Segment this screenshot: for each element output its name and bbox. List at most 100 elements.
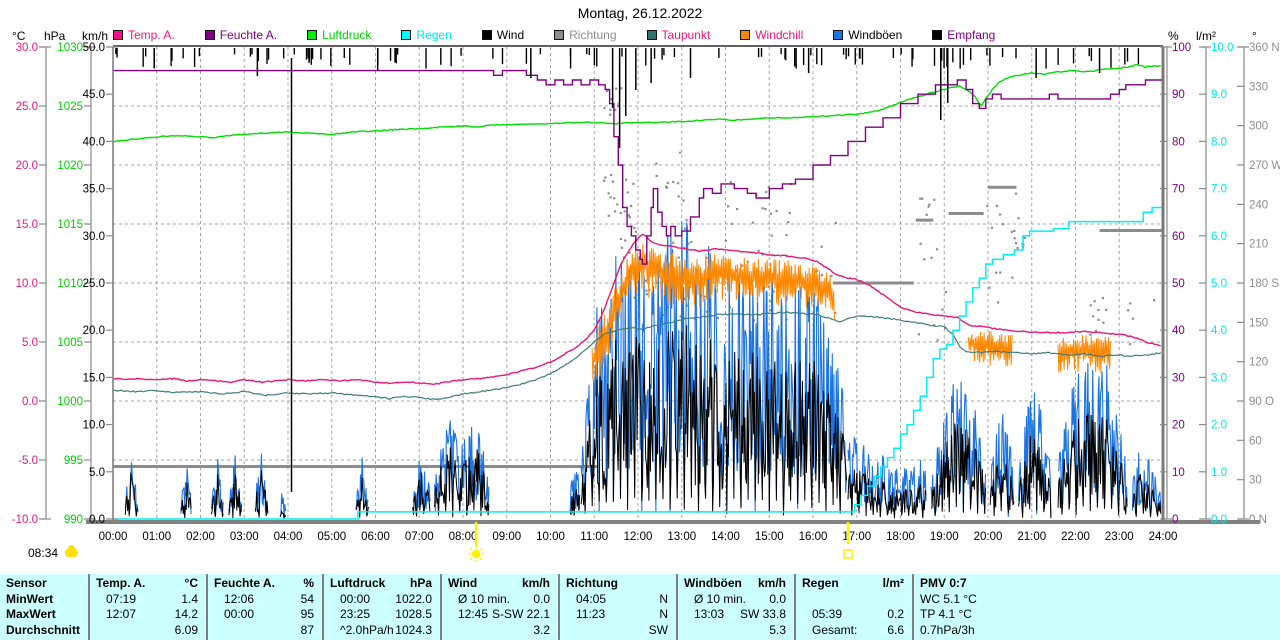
table-row: 6.09 — [90, 623, 206, 639]
legend-item-empfang: Empfang — [932, 28, 995, 42]
tick-label: 1010 — [57, 278, 83, 290]
tick-label: 240 — [1249, 199, 1268, 211]
legend-label: Windchill — [755, 28, 804, 42]
direction-dot — [935, 248, 939, 251]
row-label: MinWert — [6, 591, 54, 606]
direction-dot — [995, 271, 998, 274]
tick-label: 150 — [1249, 317, 1268, 329]
direction-dot — [772, 290, 775, 293]
series-windboen — [279, 493, 287, 518]
direction-dot — [677, 256, 680, 259]
legend-item-taupunkt: Taupunkt — [646, 28, 710, 42]
table-row: Gesamt: 6.6 — [796, 623, 912, 639]
direction-dot — [1011, 276, 1014, 279]
direction-dot — [632, 182, 635, 185]
direction-dot — [1097, 308, 1100, 312]
direction-dot — [1105, 308, 1108, 312]
row-label: Sensor — [6, 576, 47, 590]
table-row: 3.2 — [442, 623, 558, 639]
direction-dot — [775, 210, 778, 213]
table-row: SW — [560, 623, 676, 639]
time-label: 00:00 — [99, 531, 128, 543]
time-label: 05:00 — [317, 531, 346, 543]
avg-value: 1024.3 — [395, 622, 432, 637]
direction-dot — [665, 185, 668, 188]
table-row: Windböen km/h — [678, 576, 794, 592]
column-unit: km/h — [521, 576, 550, 590]
direction-dot — [614, 210, 617, 213]
table-row: Luftdruck hPa — [324, 576, 440, 592]
direction-dot — [690, 241, 693, 244]
sensor-column: Sensor MinWert MaxWert Durchschnitt — [0, 574, 88, 640]
direction-dot — [644, 279, 647, 282]
direction-dot — [617, 102, 620, 105]
axis-header-pct: % — [1168, 29, 1179, 43]
legend-label: Temp. A. — [128, 28, 175, 42]
table-row: 12:07 14.2 — [90, 607, 206, 623]
direction-dot — [921, 197, 924, 200]
legend-label: Windböen — [848, 28, 903, 42]
series-wind — [1057, 413, 1128, 516]
table-row: 05:39 0.2 — [796, 607, 912, 623]
stats-table: Sensor MinWert MaxWert Durchschnitt Temp. A.… — [0, 574, 1280, 640]
max-time: TP 4.1 °C — [920, 607, 972, 621]
tick-label: 180 S — [1249, 278, 1279, 290]
table-row: 07:19 1.4 — [90, 592, 206, 608]
column-feuchte-a: Feuchte A.% 12:06 54 00:00 95 87 — [206, 574, 322, 640]
direction-dot — [816, 269, 819, 272]
direction-dot — [603, 106, 606, 110]
direction-dot — [626, 191, 629, 194]
max-time: 05:39 — [812, 607, 843, 621]
richtung-swatch-icon — [554, 30, 565, 40]
min-value: 0.0 — [533, 591, 550, 606]
time-label: 02:00 — [186, 531, 215, 543]
tick-label: 30 — [1172, 372, 1185, 384]
avg-value: 3.2 — [533, 622, 550, 637]
avg-label: ^2.0hPa/h — [340, 622, 394, 637]
avg-value: 5.3 — [769, 622, 786, 637]
direction-dot — [679, 315, 682, 318]
column-windb-en: Windböen km/h Ø 10 min. 0.0 13:03 SW 33.8 5.3 — [676, 574, 794, 640]
direction-dot — [706, 310, 709, 313]
legend-item-feuchte-a: Feuchte A. — [204, 28, 277, 42]
direction-dot — [769, 309, 772, 312]
direction-dot — [727, 205, 730, 208]
direction-dot — [986, 205, 989, 208]
sun-ray — [470, 547, 473, 551]
column-header: Regen — [802, 576, 839, 590]
tick-label: 0 — [1172, 514, 1178, 526]
direction-dot — [923, 258, 926, 261]
windb-en-swatch-icon — [833, 30, 844, 40]
series-feuchte — [113, 69, 1163, 265]
max-time: 11:23 — [576, 607, 606, 621]
series-temp — [112, 233, 1161, 386]
direction-dot — [1127, 309, 1130, 312]
tick-label: 60 — [1172, 231, 1185, 243]
time-label: 08:00 — [449, 531, 478, 543]
direction-dot — [1094, 329, 1097, 333]
direction-dot — [1013, 229, 1016, 232]
direction-dot — [683, 297, 686, 300]
series-wind — [434, 447, 490, 518]
tick-label: 10.0 — [83, 420, 105, 432]
table-row: Feuchte A.% — [208, 576, 322, 592]
direction-dot — [1089, 333, 1092, 336]
tick-label: 1020 — [57, 160, 83, 172]
table-row: PMV 0:7 — [914, 576, 1280, 592]
column-header: Feuchte A. — [214, 576, 275, 590]
direction-dot — [735, 269, 738, 272]
sunrise-weather-icon — [65, 545, 79, 557]
tick-label: 5.0 — [1211, 278, 1227, 290]
sun-ray — [470, 557, 473, 561]
direction-dot — [611, 180, 614, 183]
tick-label: 10 — [1172, 467, 1185, 479]
direction-dot — [999, 213, 1002, 216]
tick-label: 50 — [1172, 278, 1185, 290]
direction-dot — [925, 213, 928, 216]
column-unit: l/m² — [882, 576, 904, 590]
axis-header-hpa: hPa — [44, 29, 66, 43]
avg-label: Gesamt: — [812, 622, 858, 637]
table-row: 12:45 S-SW 22.1 — [442, 607, 558, 623]
series-windboen — [434, 420, 490, 517]
direction-dot — [679, 151, 682, 154]
